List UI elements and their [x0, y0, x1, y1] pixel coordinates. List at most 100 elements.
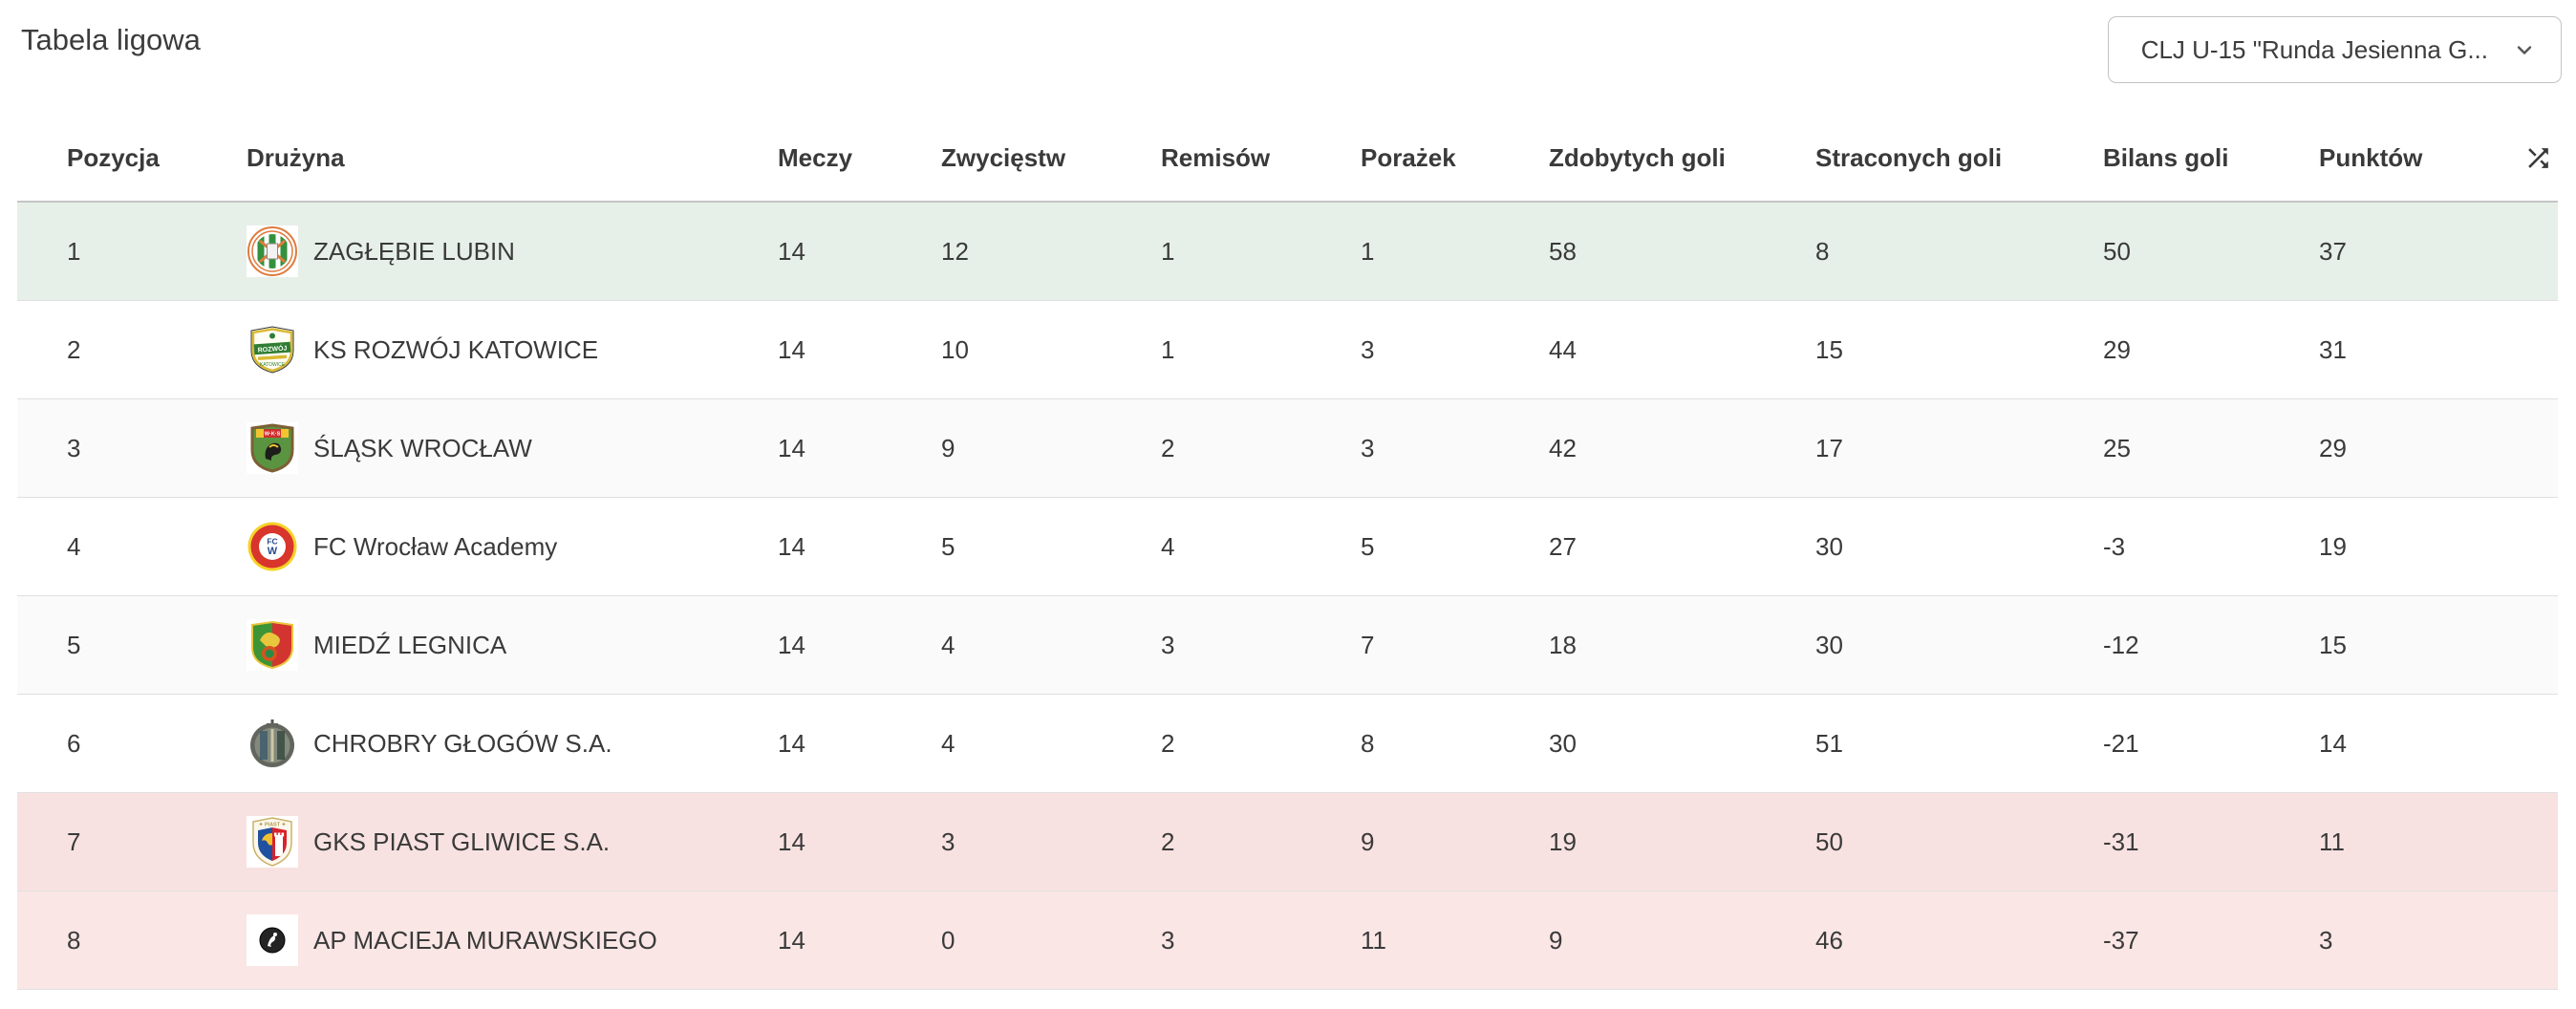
goals-against-cell: 15	[1815, 334, 1843, 364]
points-cell: 31	[2319, 334, 2347, 364]
team-cell: W·K·S ŚLĄSK WROCŁAW	[247, 422, 778, 474]
losses-cell: 9	[1361, 827, 1375, 856]
goal-balance-cell: -21	[2103, 728, 2139, 758]
losses-cell: 5	[1361, 531, 1375, 561]
slask-wroclaw-badge-icon: W·K·S	[247, 422, 298, 474]
column-header-position: Pozycja	[67, 142, 160, 172]
team-name: FC Wrocław Academy	[313, 531, 558, 561]
losses-cell: 7	[1361, 630, 1375, 659]
draws-cell: 1	[1161, 236, 1175, 266]
svg-text:✦ PIAST ✦: ✦ PIAST ✦	[259, 822, 287, 828]
goals-for-cell: 44	[1549, 334, 1577, 364]
matches-cell: 14	[778, 728, 805, 758]
goals-against-cell: 46	[1815, 925, 1843, 955]
position-cell: 8	[67, 925, 81, 955]
losses-cell: 1	[1361, 236, 1375, 266]
column-header-goals-for: Zdobytych goli	[1549, 142, 1726, 172]
draws-cell: 3	[1161, 925, 1175, 955]
team-name: KS ROZWÓJ KATOWICE	[313, 334, 599, 364]
goals-against-cell: 8	[1815, 236, 1830, 266]
wins-cell: 9	[941, 433, 955, 462]
table-row[interactable]: 2 ROZWÓJ KATOWICE KS ROZWÓJ KATOWICE 14 1…	[17, 301, 2558, 399]
draws-cell: 1	[1161, 334, 1175, 364]
points-cell: 15	[2319, 630, 2347, 659]
wins-cell: 10	[941, 334, 969, 364]
goal-balance-cell: -31	[2103, 827, 2139, 856]
team-cell: FC W FC Wrocław Academy	[247, 521, 778, 572]
matches-cell: 14	[778, 531, 805, 561]
goals-for-cell: 58	[1549, 236, 1577, 266]
svg-text:ROZWÓJ: ROZWÓJ	[257, 343, 287, 354]
matches-cell: 14	[778, 827, 805, 856]
season-select-label: CLJ U-15 "Runda Jesienna G...	[2140, 34, 2488, 64]
position-cell: 4	[67, 531, 81, 561]
page-title: Tabela ligowa	[21, 23, 201, 56]
position-cell: 2	[67, 334, 81, 364]
goals-against-cell: 50	[1815, 827, 1843, 856]
ks-rozwoj-katowice-badge-icon: ROZWÓJ KATOWICE	[247, 324, 298, 376]
goals-against-cell: 30	[1815, 531, 1843, 561]
position-cell: 1	[67, 236, 81, 266]
wins-cell: 3	[941, 827, 955, 856]
wins-cell: 4	[941, 630, 955, 659]
goals-for-cell: 27	[1549, 531, 1577, 561]
svg-text:W: W	[268, 546, 278, 557]
table-header-row: Pozycja Drużyna Meczy Zwycięstw Remisów …	[17, 115, 2558, 203]
team-name: GKS PIAST GLIWICE S.A.	[313, 827, 611, 856]
table-body: 1 ZAGŁĘBIE LUBIN 14 12 1 1 58 8 50 37 2 …	[17, 203, 2558, 990]
points-cell: 29	[2319, 433, 2347, 462]
matches-cell: 14	[778, 433, 805, 462]
table-row[interactable]: 6 CHROBRY GŁOGÓW S.A. 14 4 2 8 30 51 -21…	[17, 695, 2558, 793]
goals-for-cell: 9	[1549, 925, 1563, 955]
team-cell: AP MACIEJA MURAWSKIEGO	[247, 914, 778, 966]
losses-cell: 11	[1361, 925, 1386, 955]
team-cell: ✦ PIAST ✦ GKS PIAST GLIWICE S.A.	[247, 816, 778, 868]
points-cell: 19	[2319, 531, 2347, 561]
table-row[interactable]: 5 MIEDŹ LEGNICA 14 4 3 7 18 30 -12 15	[17, 596, 2558, 695]
team-cell: ROZWÓJ KATOWICE KS ROZWÓJ KATOWICE	[247, 324, 778, 376]
draws-cell: 3	[1161, 630, 1175, 659]
goals-against-cell: 51	[1815, 728, 1843, 758]
team-name: AP MACIEJA MURAWSKIEGO	[313, 925, 657, 955]
position-cell: 6	[67, 728, 81, 758]
svg-text:KATOWICE: KATOWICE	[260, 362, 286, 368]
draws-cell: 2	[1161, 827, 1175, 856]
table-row[interactable]: 1 ZAGŁĘBIE LUBIN 14 12 1 1 58 8 50 37	[17, 203, 2558, 301]
matches-cell: 14	[778, 334, 805, 364]
goal-balance-cell: 29	[2103, 334, 2131, 364]
gks-piast-gliwice-badge-icon: ✦ PIAST ✦	[247, 816, 298, 868]
team-cell: MIEDŹ LEGNICA	[247, 619, 778, 671]
wins-cell: 12	[941, 236, 969, 266]
zaglebie-lubin-badge-icon	[247, 225, 298, 277]
table-row[interactable]: 7 ✦ PIAST ✦ GKS PIAST GLIWICE S.A. 14 3 …	[17, 793, 2558, 891]
ap-macieja-murawskiego-badge-icon	[247, 914, 298, 966]
goals-for-cell: 18	[1549, 630, 1577, 659]
draws-cell: 4	[1161, 531, 1175, 561]
svg-text:W·K·S: W·K·S	[265, 432, 281, 438]
goal-balance-cell: -3	[2103, 531, 2126, 561]
position-cell: 5	[67, 630, 81, 659]
chevron-down-icon	[2513, 38, 2536, 61]
table-row[interactable]: 3 W·K·S ŚLĄSK WROCŁAW 14 9 2 3 42 17 25 …	[17, 399, 2558, 498]
goals-for-cell: 19	[1549, 827, 1577, 856]
matches-cell: 14	[778, 236, 805, 266]
team-name: MIEDŹ LEGNICA	[313, 630, 507, 659]
column-header-goal-balance: Bilans goli	[2103, 142, 2229, 172]
shuffle-icon[interactable]	[2523, 143, 2553, 173]
goal-balance-cell: 25	[2103, 433, 2131, 462]
table-row[interactable]: 4 FC W FC Wrocław Academy 14 5 4 5 27 30 …	[17, 498, 2558, 596]
goals-for-cell: 42	[1549, 433, 1577, 462]
wins-cell: 0	[941, 925, 955, 955]
season-select[interactable]: CLJ U-15 "Runda Jesienna G...	[2107, 16, 2562, 83]
column-header-matches: Meczy	[778, 142, 853, 172]
position-cell: 3	[67, 433, 81, 462]
chrobry-glogow-badge-icon	[247, 718, 298, 769]
losses-cell: 3	[1361, 334, 1375, 364]
goals-for-cell: 30	[1549, 728, 1577, 758]
goal-balance-cell: 50	[2103, 236, 2131, 266]
losses-cell: 8	[1361, 728, 1375, 758]
table-row[interactable]: 8 AP MACIEJA MURAWSKIEGO 14 0 3 11 9 46 …	[17, 891, 2558, 990]
league-table: Pozycja Drużyna Meczy Zwycięstw Remisów …	[17, 115, 2558, 990]
goal-balance-cell: -12	[2103, 630, 2139, 659]
column-header-losses: Porażek	[1361, 142, 1456, 172]
